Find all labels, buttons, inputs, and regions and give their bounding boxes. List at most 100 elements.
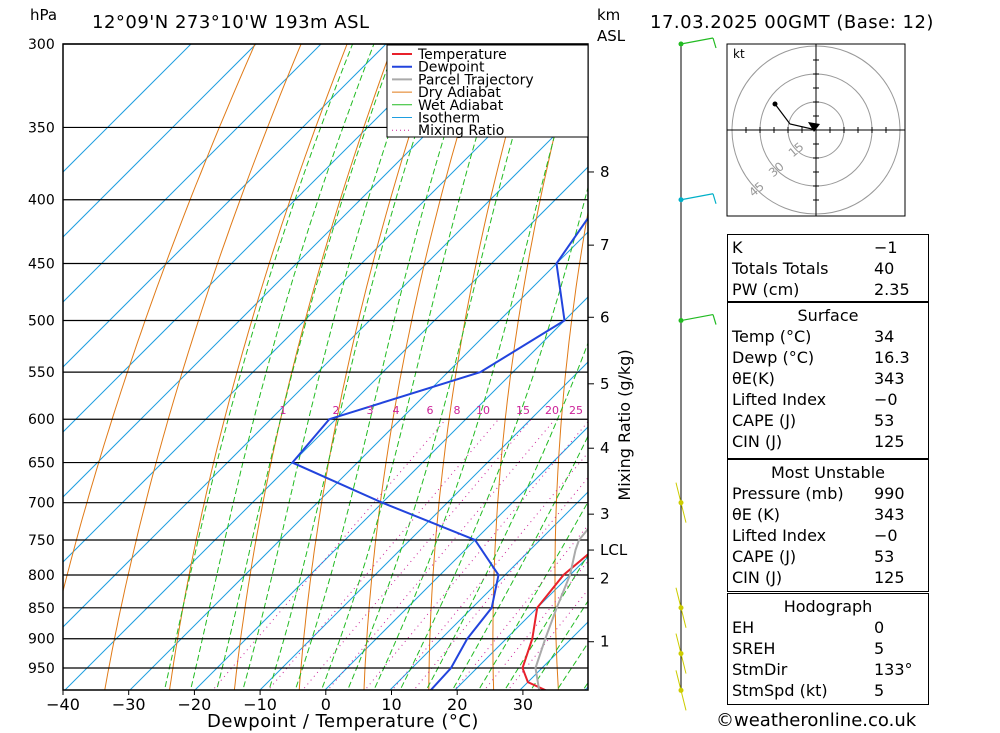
mu-row: Pressure (mb) 990 <box>732 484 905 503</box>
pressure-lines <box>63 43 588 669</box>
wet-adiabat-line <box>268 44 447 690</box>
mixing-ratio-label: 6 <box>427 404 434 417</box>
wet-adiabat-line <box>347 44 541 690</box>
pressure-tick-label: 300 <box>28 37 55 53</box>
x-tick-label: 10 <box>381 695 401 714</box>
wind-barb-flag <box>712 193 717 204</box>
pressure-tick-label: 900 <box>28 632 55 648</box>
hodograph-unit: kt <box>733 47 745 61</box>
general-indices-box: K −1 Totals Totals 40 PW (cm) 2.35 <box>727 234 929 302</box>
surface-row: CAPE (J) 53 <box>732 411 895 430</box>
mu-row: θE (K) 343 <box>732 505 905 524</box>
km-tick-label: 5 <box>600 375 610 393</box>
legend-entry: Isotherm <box>418 111 480 127</box>
x-tick-label: −40 <box>46 695 80 714</box>
mixing-ratio-line <box>301 418 532 690</box>
wet-adiabat-line <box>530 600 588 690</box>
isotherm-line <box>63 44 192 173</box>
pressure-tick-label: 600 <box>28 412 55 428</box>
axis-labels: 3003504004505005506006507007508008509009… <box>28 37 634 732</box>
dry-adiabat-line <box>363 44 486 690</box>
legend-entry: Parcel Trajectory <box>418 72 534 88</box>
wind-barb-staff <box>675 482 687 523</box>
x-tick-label: 30 <box>513 695 533 714</box>
mixing-ratio-label: 4 <box>393 404 400 417</box>
wet-adiabat-line <box>164 44 354 690</box>
dry-adiabat-line <box>104 44 302 690</box>
isotherm-line <box>64 166 588 690</box>
pressure-tick-label: 800 <box>28 568 55 584</box>
isotherm-line <box>63 44 257 238</box>
mixing-ratio-label: 10 <box>476 404 490 417</box>
hodo-row: SREH 5 <box>732 639 885 658</box>
pressure-tick-label: 500 <box>28 314 55 330</box>
wet-adiabat-line <box>216 44 397 690</box>
location-title: 12°09'N 273°10'W 193m ASL <box>92 12 370 33</box>
x-axis-title: Dewpoint / Temperature (°C) <box>207 711 479 732</box>
hodo-row: EH 0 <box>732 618 885 637</box>
legend-box <box>386 44 589 138</box>
index-row-pw: PW (cm) 2.35 <box>732 280 910 299</box>
isotherm-line <box>324 426 588 690</box>
mixing-ratio-label: 15 <box>516 404 530 417</box>
asl-unit-label: ASL <box>597 27 626 45</box>
surface-row: Dewp (°C) 16.3 <box>732 348 910 367</box>
surface-table: Surface Temp (°C) 34 Dewp (°C) 16.3 θE(K) 3… <box>728 305 928 452</box>
x-tick-label: 20 <box>447 695 467 714</box>
surface-box: Surface Temp (°C) 34 Dewp (°C) 16.3 θE(K) 3… <box>727 302 929 459</box>
most-unstable-box: Most Unstable Pressure (mb) 990 θE (K) 343… <box>727 459 929 592</box>
wind-barb-staff <box>675 670 687 711</box>
pressure-unit-label: hPa <box>30 6 58 24</box>
hodo-row: StmSpd (kt) 5 <box>732 681 885 700</box>
pressure-tick-label: 450 <box>28 256 55 272</box>
most-unstable-title: Most Unstable <box>771 463 885 482</box>
wind-barb-flag <box>712 37 717 49</box>
mixing-ratio-label: 3 <box>367 404 374 417</box>
wind-barb-staff <box>675 587 687 628</box>
surface-row: θE(K) 343 <box>732 369 905 388</box>
wet-adiabat-line <box>373 44 581 690</box>
wet-adiabat-line <box>399 185 588 690</box>
hodograph-box: Hodograph EH 0 SREH 5 StmDir 133° StmSpd (k… <box>727 593 929 705</box>
legend-entry: Dry Adiabat <box>418 85 501 101</box>
pressure-tick-label: 650 <box>28 456 55 472</box>
footer-credit: ©weatheronline.co.uk <box>716 710 917 731</box>
mu-row: CIN (J) 125 <box>732 568 905 587</box>
profile-lines <box>290 216 588 690</box>
dry-adiabat-line <box>63 44 256 594</box>
km-tick-label: 2 <box>600 569 610 587</box>
mixing-ratio-line <box>391 451 588 690</box>
wet-adiabat-line <box>425 341 588 690</box>
mixing-ratio-label: 2 <box>333 404 340 417</box>
mixing-ratio-line <box>327 418 556 690</box>
surface-row: Temp (°C) 34 <box>732 327 895 346</box>
dry-adiabat-line <box>492 44 579 690</box>
km-tick-label: 4 <box>600 439 610 457</box>
km-unit-label: km <box>597 6 621 24</box>
km-tick-label: 6 <box>600 308 610 326</box>
dewpoint-line <box>290 216 588 690</box>
wind-barb-staff <box>680 313 714 322</box>
index-row-k: K −1 <box>732 238 898 257</box>
mixing-ratio-label: 1 <box>280 404 287 417</box>
dry-adiabat-line <box>990 26 1000 696</box>
mixing-ratio-label: 8 <box>454 404 461 417</box>
km-tick-label: 7 <box>600 236 610 254</box>
storm-motion-marker <box>808 122 820 132</box>
mixing-ratio-label: 25 <box>569 404 583 417</box>
isotherm-line <box>63 44 387 368</box>
km-tick-label: 1 <box>600 633 610 651</box>
hodograph-point <box>772 101 778 107</box>
surface-row: Lifted Index −0 <box>732 390 898 409</box>
legend-entry: Mixing Ratio <box>418 123 504 139</box>
mixing-ratio-line <box>267 418 499 690</box>
mixing-ratio-axis-title: Mixing Ratio (g/kg) <box>615 349 634 500</box>
km-tick-label: LCL <box>600 541 628 559</box>
pressure-tick-label: 400 <box>28 193 55 209</box>
dry-adiabat-line <box>169 44 348 690</box>
hodo-row: StmDir 133° <box>732 660 913 679</box>
dry-adiabat-line <box>673 26 719 696</box>
pressure-tick-label: 750 <box>28 533 55 549</box>
wind-barb-staff <box>680 37 714 45</box>
